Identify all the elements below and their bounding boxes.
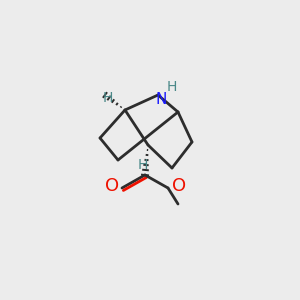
Text: O: O [172, 177, 186, 195]
Text: H: H [167, 80, 177, 94]
Text: H: H [103, 91, 113, 105]
Text: H: H [138, 158, 148, 172]
Text: O: O [105, 177, 119, 195]
Text: N: N [155, 92, 167, 106]
